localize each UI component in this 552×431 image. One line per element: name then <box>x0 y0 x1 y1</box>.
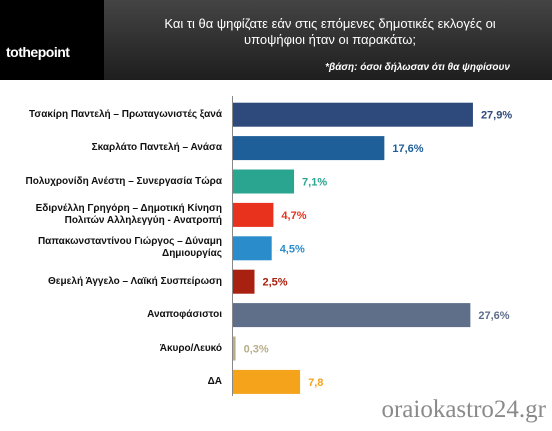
bar <box>233 136 385 161</box>
bar <box>233 102 473 127</box>
category-label: Τσακίρη Παντελή – Πρωταγωνιστές ξανά <box>29 108 222 120</box>
bar <box>233 369 301 394</box>
value-label: 27,9% <box>481 110 512 122</box>
value-label: 7,8 <box>308 377 323 389</box>
bar <box>233 202 274 227</box>
bar <box>233 336 236 361</box>
value-label: 4,5% <box>280 243 305 255</box>
logo: tothepoint <box>0 0 104 80</box>
bar <box>233 303 471 328</box>
category-label: Θεμελή Άγγελο – Λαϊκή Συσπείρωση <box>48 275 222 287</box>
bar <box>233 236 272 261</box>
bar <box>233 169 295 194</box>
header: tothepoint Και τι θα ψηφίζατε εάν στις ε… <box>0 0 552 80</box>
bar <box>233 269 255 294</box>
category-label: ΔΑ <box>207 375 222 387</box>
category-label: Εδιρνέλλη Γρηγόρη – Δημοτική Κίνηση Πολι… <box>35 202 222 226</box>
value-label: 17,6% <box>392 143 423 155</box>
category-label: Σκαρλάτο Παντελή – Ανάσα <box>91 142 222 154</box>
category-label: Αναποφάσιστοι <box>147 309 222 321</box>
value-label: 0,3% <box>244 344 269 356</box>
category-label: Παπακωνσταντίνου Γιώργος – Δύναμη Δημιου… <box>37 236 222 260</box>
watermark: oraiokastro24.gr <box>381 396 546 423</box>
chart-subtitle: *βάση: όσοι δήλωσαν ότι θα ψηφίσουν <box>325 62 510 73</box>
category-label: Πολυχρονίδη Ανέστη – Συνεργασία Τώρα <box>25 175 222 187</box>
value-label: 4,7% <box>281 210 306 222</box>
value-label: 2,5% <box>263 277 288 289</box>
category-label: Άκυρο/Λευκό <box>159 342 222 354</box>
chart-title: Και τι θα ψηφίζατε εάν στις επόμενες δημ… <box>164 16 496 47</box>
value-label: 7,1% <box>302 177 327 189</box>
value-label: 27,6% <box>478 310 509 322</box>
